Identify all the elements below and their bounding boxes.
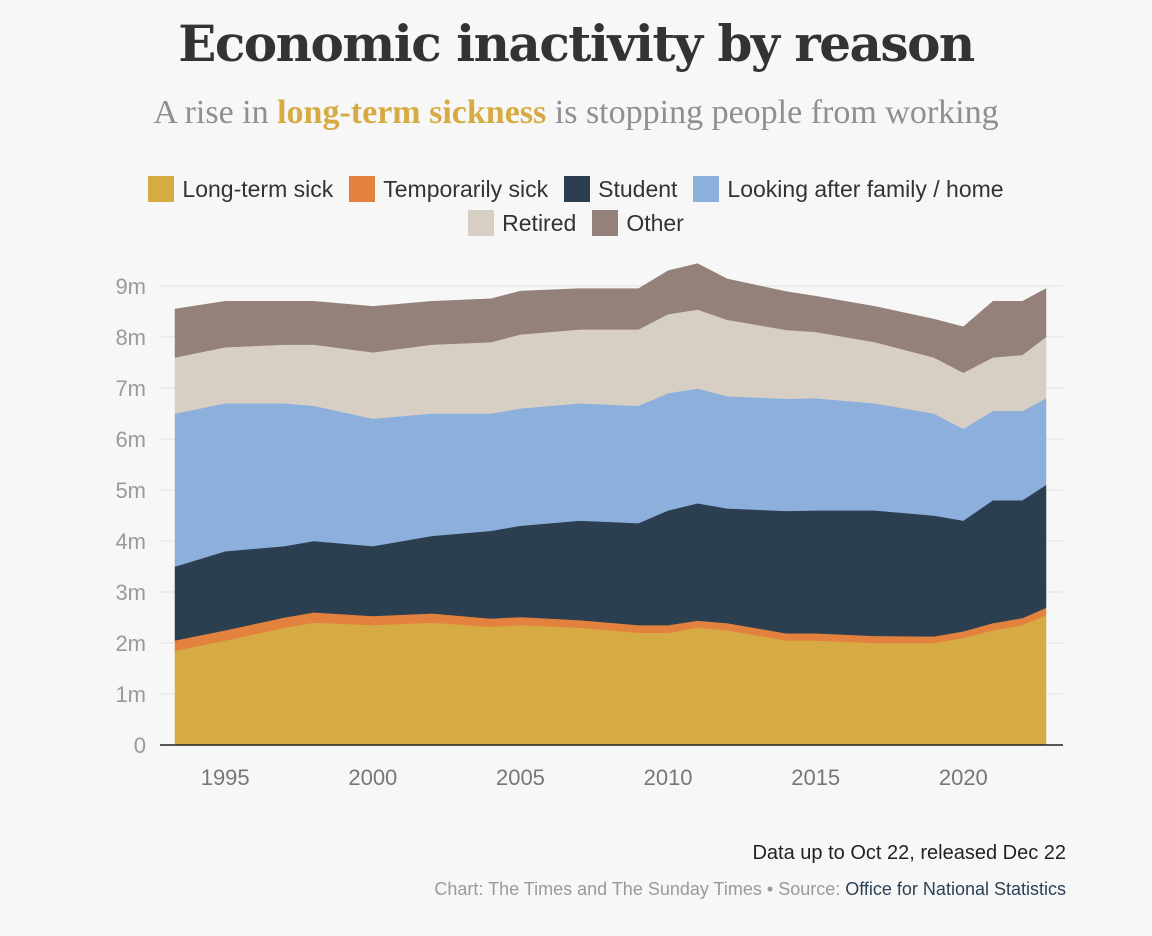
y-tick-label: 9m — [115, 274, 146, 299]
y-tick-label: 3m — [115, 580, 146, 605]
legend-label-temporarily-sick: Temporarily sick — [383, 176, 549, 202]
chart-legend: Long-term sick Temporarily sick Student … — [0, 172, 1152, 240]
legend-row-2: Retired Other — [0, 206, 1152, 240]
y-tick-label: 0 — [134, 733, 146, 758]
chart-subtitle: A rise in long-term sickness is stopping… — [0, 94, 1152, 132]
legend-swatch-student — [564, 176, 591, 202]
y-tick-label: 5m — [115, 478, 146, 503]
area-other — [174, 263, 1047, 373]
subtitle-suffix: is stopping people from working — [546, 94, 999, 131]
legend-item-student: Student — [564, 172, 677, 206]
legend-row-1: Long-term sick Temporarily sick Student … — [0, 172, 1152, 206]
legend-label-retired: Retired — [502, 210, 577, 236]
legend-label-long-term-sick: Long-term sick — [182, 176, 334, 202]
legend-swatch-long-term-sick — [148, 176, 175, 202]
x-tick-label: 1995 — [201, 765, 250, 790]
legend-item-other: Other — [592, 206, 684, 240]
y-axis: 0 1m 2m 3m 4m 5m 6m 7m 8m 9m — [115, 274, 146, 758]
x-tick-label: 2000 — [348, 765, 397, 790]
data-note: Data up to Oct 22, released Dec 22 — [752, 842, 1066, 864]
x-tick-label: 2005 — [496, 765, 545, 790]
y-tick-label: 1m — [115, 682, 146, 707]
legend-label-looking-after-family: Looking after family / home — [727, 176, 1004, 202]
legend-label-other: Other — [626, 210, 684, 236]
legend-item-long-term-sick: Long-term sick — [148, 172, 333, 206]
legend-item-looking-after-family: Looking after family / home — [693, 172, 1004, 206]
subtitle-highlight: long-term sickness — [277, 94, 547, 131]
y-tick-label: 8m — [115, 325, 146, 350]
legend-item-temporarily-sick: Temporarily sick — [349, 172, 548, 206]
source-credit: Chart: The Times and The Sunday Times • … — [434, 879, 1066, 900]
y-tick-label: 7m — [115, 376, 146, 401]
area-series — [174, 263, 1047, 746]
y-tick-label: 6m — [115, 427, 146, 452]
x-tick-label: 2020 — [939, 765, 988, 790]
subtitle-prefix: A rise in — [153, 94, 278, 131]
y-tick-label: 2m — [115, 631, 146, 656]
legend-label-student: Student — [598, 176, 678, 202]
source-prefix: Chart: The Times and The Sunday Times • … — [434, 879, 846, 899]
x-axis: 1995 2000 2005 2010 2015 2020 — [160, 744, 1063, 790]
legend-item-retired: Retired — [468, 206, 576, 240]
stacked-area-chart: 0 1m 2m 3m 4m 5m 6m 7m 8m 9m 1995 2000 2005 2010 2015… — [115, 263, 1063, 790]
legend-swatch-other — [592, 210, 619, 236]
chart-title: Economic inactivity by reason — [178, 14, 975, 73]
x-tick-label: 2015 — [791, 765, 840, 790]
legend-swatch-temporarily-sick — [349, 176, 376, 202]
source-link[interactable]: Office for National Statistics — [845, 879, 1066, 899]
legend-swatch-retired — [468, 210, 495, 236]
legend-swatch-looking-after-family — [693, 176, 720, 202]
y-tick-label: 4m — [115, 529, 146, 554]
x-tick-label: 2010 — [644, 765, 693, 790]
